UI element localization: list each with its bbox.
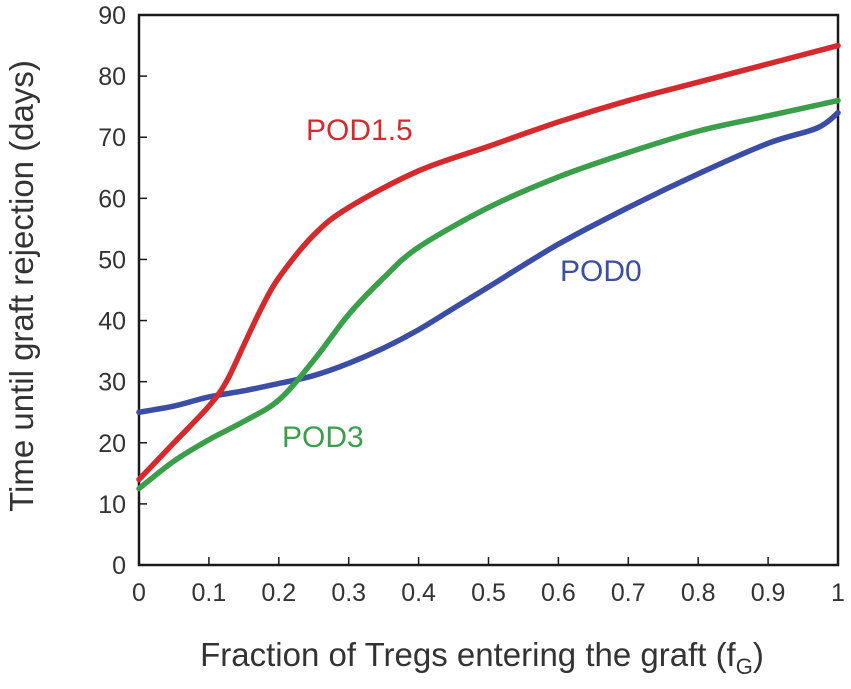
x-tick-label: 0.1 bbox=[192, 579, 227, 607]
y-tick-label: 30 bbox=[98, 369, 126, 397]
x-tick-label: 1 bbox=[831, 579, 845, 607]
series-label-pod0: POD0 bbox=[560, 255, 642, 288]
x-tick-label: 0.9 bbox=[751, 579, 786, 607]
x-tick-label: 0.8 bbox=[681, 579, 716, 607]
x-tick-label: 0.3 bbox=[331, 579, 366, 607]
series-line-pod1-5 bbox=[136, 42, 841, 483]
series-lines bbox=[136, 42, 841, 492]
y-axis-ticks: 0 10 20 30 40 50 60 70 80 90 bbox=[98, 2, 147, 580]
y-tick-label: 60 bbox=[98, 185, 126, 213]
y-tick-label: 90 bbox=[98, 2, 126, 30]
y-tick-label: 10 bbox=[98, 491, 126, 519]
x-axis-title-end: ) bbox=[753, 636, 764, 673]
x-tick-label: 0.5 bbox=[471, 579, 506, 607]
series-label-pod1-5: POD1.5 bbox=[306, 114, 413, 147]
x-axis-title-main: Fraction of Tregs entering the graft (f bbox=[200, 636, 736, 673]
x-tick-label: 0.4 bbox=[401, 579, 436, 607]
y-tick-label: 50 bbox=[98, 246, 126, 274]
y-tick-label: 70 bbox=[98, 124, 126, 152]
x-axis-title-subscript: G bbox=[736, 654, 753, 679]
series-line-pod0 bbox=[136, 110, 841, 415]
x-tick-label: 0.7 bbox=[611, 579, 646, 607]
x-tick-label: 0 bbox=[132, 579, 146, 607]
y-axis-title: Time until graft rejection (days) bbox=[3, 60, 40, 512]
series-labels: POD1.5 POD3 POD0 bbox=[282, 114, 642, 454]
y-tick-label: 80 bbox=[98, 63, 126, 91]
x-axis-title: Fraction of Tregs entering the graft (fG… bbox=[200, 636, 764, 679]
y-tick-label: 0 bbox=[112, 552, 126, 580]
x-axis-ticks: 0 0.1 0.2 0.3 0.4 0.5 0.6 0.7 0.8 0.9 1 bbox=[132, 557, 845, 607]
series-label-pod3: POD3 bbox=[282, 421, 364, 454]
y-tick-label: 20 bbox=[98, 430, 126, 458]
series-line-pod3 bbox=[136, 97, 841, 492]
x-tick-label: 0.2 bbox=[261, 579, 296, 607]
x-tick-label: 0.6 bbox=[541, 579, 576, 607]
y-tick-label: 40 bbox=[98, 308, 126, 336]
